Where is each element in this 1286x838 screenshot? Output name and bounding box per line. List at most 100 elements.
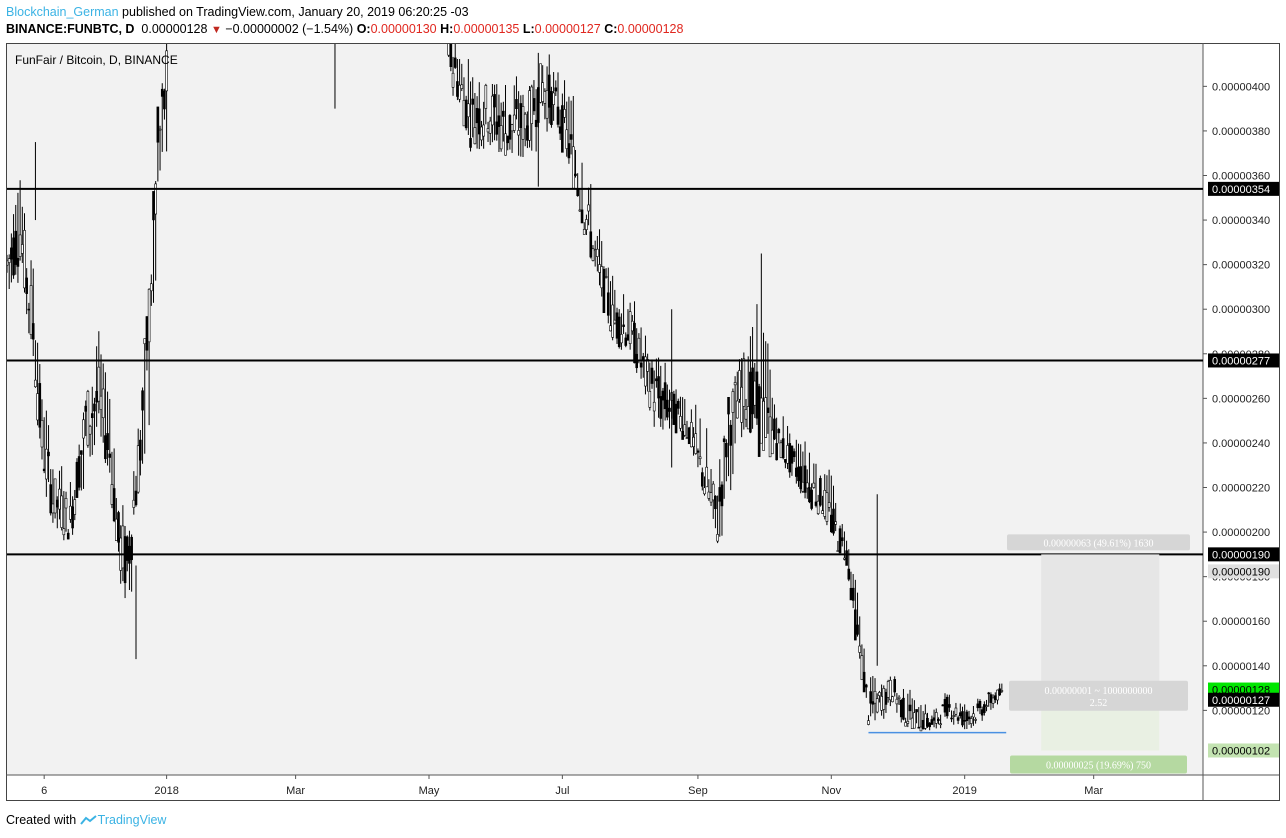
candle-body [558, 126, 562, 134]
candle-body [764, 397, 768, 438]
candle-body [991, 697, 995, 704]
candle-body [541, 82, 544, 102]
candle-body [788, 443, 792, 473]
axis-price-tag [1208, 692, 1279, 707]
candle-body [571, 146, 575, 189]
candle-body [160, 88, 164, 97]
x-tick-label: Nov [822, 785, 842, 797]
candle-body [106, 433, 109, 451]
candle-body [795, 467, 798, 477]
candle-body [862, 671, 866, 693]
low-label: L: [522, 22, 535, 36]
candle-body [755, 371, 759, 419]
candle-body [812, 482, 816, 488]
candle-body [899, 699, 903, 718]
candle-body [768, 416, 772, 458]
candle-body [29, 285, 33, 335]
candle-body [716, 534, 719, 542]
level-price-text: 0.00000190 [1212, 549, 1270, 561]
candle-body [967, 716, 971, 720]
candle-body [1000, 690, 1004, 692]
candle-body [530, 86, 534, 124]
candle-body [735, 400, 739, 419]
candle-body [587, 204, 590, 212]
candle-body [38, 383, 42, 428]
candle-body [84, 405, 88, 412]
candle-body [563, 109, 566, 118]
symbol-label: BINANCE:FUNBTC, D [6, 22, 135, 36]
candle-body [80, 450, 83, 455]
candle-body [101, 388, 105, 419]
candle-body [661, 390, 665, 401]
candle-body [676, 400, 680, 409]
candle-body [42, 468, 46, 472]
candle-body [152, 191, 155, 221]
candle-body [801, 481, 805, 492]
x-tick-label: Jul [555, 785, 569, 797]
candle-body [117, 512, 120, 543]
candle-body [123, 536, 127, 584]
candle-body [47, 451, 50, 457]
candle-body [580, 209, 584, 224]
candle-body [34, 379, 37, 388]
candle-body [880, 696, 883, 711]
candle-body [845, 550, 848, 566]
candle-body [864, 684, 868, 688]
candle-body [508, 115, 512, 140]
candle-body [725, 442, 728, 458]
author-link[interactable]: Blockchain_German [6, 5, 119, 19]
y-tick-label: 0.00000340 [1212, 215, 1270, 227]
stop-info-text: 0.00000025 (19.69%) 750 [1046, 760, 1151, 771]
footer: Created with TradingView [6, 813, 166, 827]
candle-body [464, 99, 468, 129]
candle-body [637, 337, 641, 361]
level-price-tag [1208, 353, 1279, 368]
candle-body [993, 695, 997, 700]
candle-body [784, 459, 787, 463]
candle-body [917, 726, 921, 729]
candle-body [589, 231, 593, 258]
candle-body [659, 396, 663, 419]
candle-body [945, 696, 949, 717]
candle-body [875, 698, 879, 713]
candle-body [631, 320, 634, 332]
candle-body [154, 183, 157, 215]
candle-body [615, 312, 619, 339]
candle-body [980, 709, 984, 716]
candle-body [617, 316, 621, 347]
candle-body [823, 490, 827, 517]
candle-body [974, 719, 977, 721]
candle-body [996, 689, 999, 701]
high-value: 0.00000135 [453, 22, 520, 36]
candle-body [36, 393, 39, 421]
x-tick-label: 6 [41, 785, 47, 797]
candle-body [937, 718, 940, 721]
tradingview-link[interactable]: TradingView [97, 813, 167, 827]
candle-body [856, 624, 859, 635]
candle-body [646, 359, 649, 372]
y-tick-label: 0.00000260 [1212, 393, 1270, 405]
candle-body [943, 699, 947, 713]
candle-body [574, 173, 577, 176]
publish-info: published on TradingView.com, January 20… [122, 5, 469, 19]
close-label: C: [604, 22, 618, 36]
candle-body [591, 248, 595, 261]
axis-price-tag [1208, 564, 1279, 579]
candle-body [86, 391, 90, 446]
candle-body [972, 713, 975, 718]
publish-header: Blockchain_German published on TradingVi… [6, 5, 469, 19]
candle-body [156, 106, 160, 143]
candle-body [150, 283, 153, 292]
candle-body [561, 105, 564, 153]
candle-body [819, 478, 822, 506]
candle-body [486, 128, 490, 133]
candle-body [884, 691, 888, 705]
candle-body [700, 472, 704, 487]
candle-body [633, 322, 636, 364]
candle-body [989, 694, 993, 703]
candle-body [506, 135, 510, 144]
candle-body [108, 453, 112, 458]
risk-reward-text: 2.52 [1090, 698, 1108, 709]
candle-body [491, 95, 494, 126]
